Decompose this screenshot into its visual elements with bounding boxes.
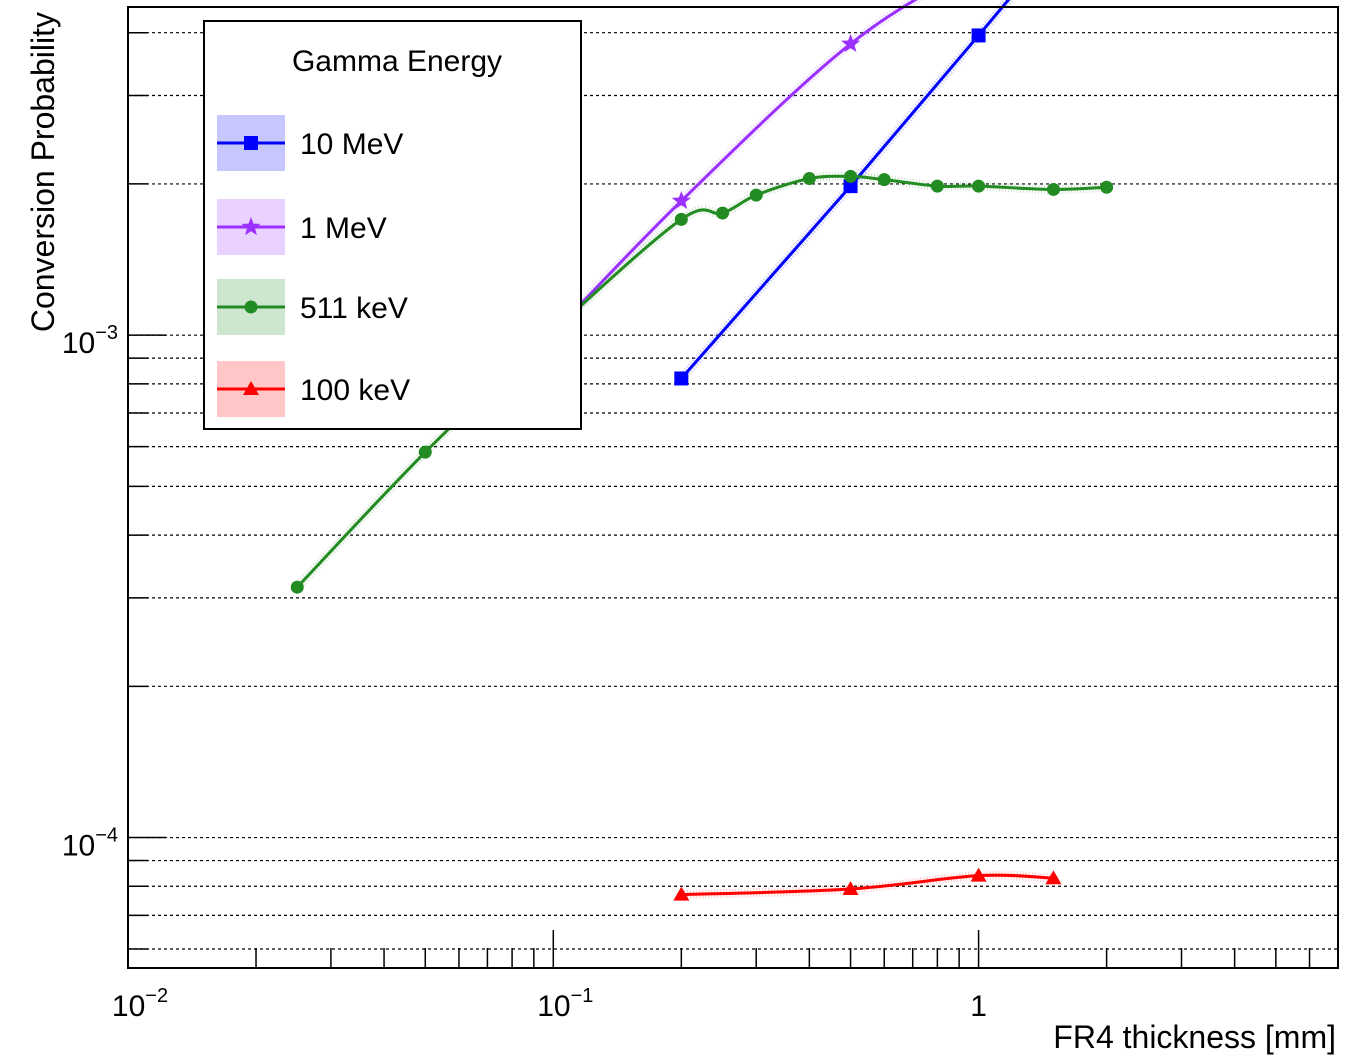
data-point: [1046, 182, 1060, 196]
data-point: [841, 33, 861, 52]
y-tick-label: 10−3: [62, 322, 118, 360]
legend-label: 10 MeV: [300, 128, 403, 161]
data-point: [716, 206, 730, 220]
data-point: [749, 188, 763, 202]
grid-layer: [128, 32, 1338, 950]
legend-label: 1 MeV: [300, 212, 387, 245]
series-line: [552, 0, 918, 335]
series-10-mev: [674, 0, 1015, 386]
y-axis-title: Conversion Probability: [25, 12, 61, 332]
data-point: [842, 880, 859, 895]
legend: Gamma Energy 10 MeV 1 MeV 511 keV 100 keV: [203, 20, 582, 430]
series-1-mev: [543, 0, 924, 342]
data-point: [671, 190, 691, 210]
data-point: [802, 172, 816, 186]
data-point: [844, 169, 858, 183]
legend-label: 100 keV: [300, 374, 410, 407]
legend-label: 511 keV: [300, 292, 408, 325]
plot-frame: [127, 6, 1339, 969]
x-axis-title: FR4 thickness [mm]: [1053, 1019, 1336, 1055]
data-point: [972, 179, 986, 193]
legend-entries: 10 MeV 1 MeV 511 keV 100 keV: [217, 115, 410, 417]
data-point: [930, 179, 944, 193]
legend-marker: [244, 300, 258, 314]
data-point: [418, 445, 432, 459]
data-point: [843, 179, 858, 194]
tick-layer: [127, 31, 1339, 968]
legend-marker: [244, 136, 258, 150]
legend-entry: 511 keV: [217, 279, 408, 335]
data-point: [673, 886, 690, 901]
y-tick-label: 10−4: [62, 825, 118, 863]
series-band: [550, 0, 924, 337]
series-100-kev: [673, 867, 1062, 901]
x-tick-label: 1: [970, 990, 987, 1023]
data-point: [674, 371, 689, 386]
x-tick-label: 10−1: [537, 985, 593, 1023]
legend-entry: 1 MeV: [217, 199, 387, 255]
x-tick-label: 10−2: [112, 985, 168, 1023]
data-point: [290, 580, 304, 594]
data-point: [877, 173, 891, 187]
data-point: [971, 28, 986, 43]
data-point: [970, 867, 987, 882]
legend-entry: 10 MeV: [217, 115, 403, 171]
legend-marker: [241, 217, 261, 236]
data-point: [1045, 870, 1062, 885]
legend-title: Gamma Energy: [292, 45, 502, 78]
data-point: [1100, 180, 1114, 194]
data-point: [674, 212, 688, 226]
series-layer: [290, 0, 1114, 901]
series-line: [681, 873, 1054, 897]
legend-entry: 100 keV: [217, 361, 410, 417]
legend-box: [203, 20, 582, 430]
legend-marker: [243, 381, 259, 395]
